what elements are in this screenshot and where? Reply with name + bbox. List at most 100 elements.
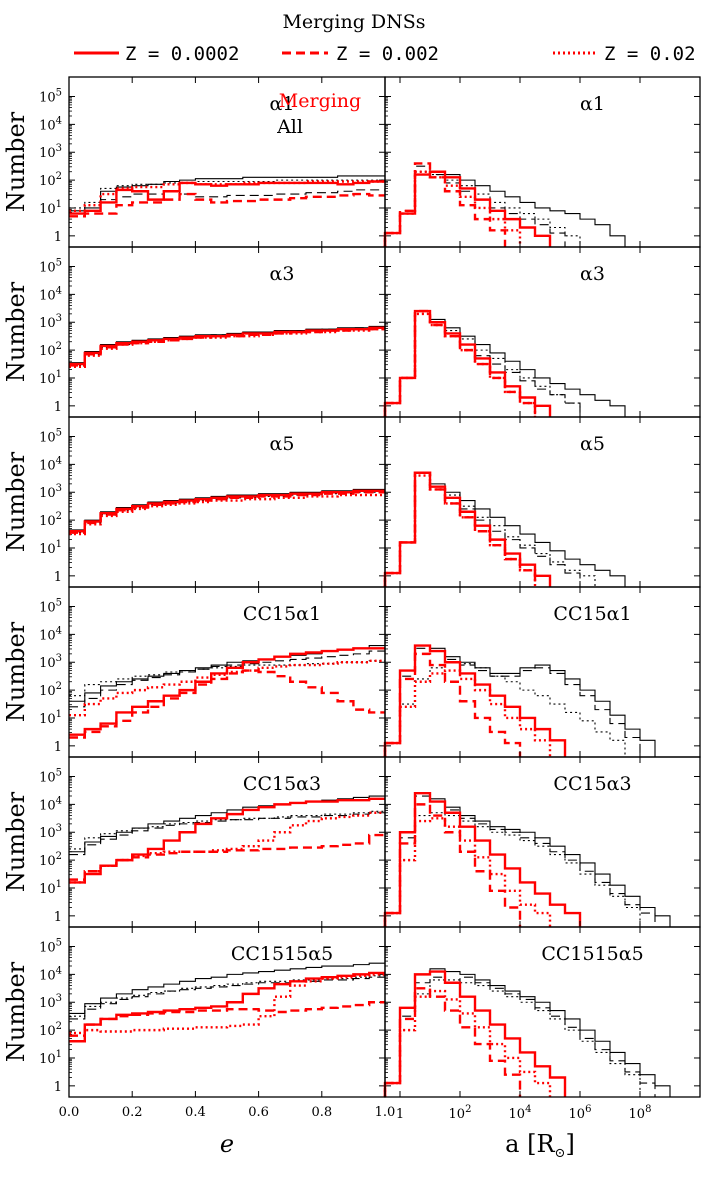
e-hist-all-solid xyxy=(69,795,385,853)
y-axis-label: Number xyxy=(2,111,30,212)
left-panel-frame xyxy=(68,926,386,1098)
y-tick-label: 104 xyxy=(39,285,62,303)
a-hist-all-dashed xyxy=(384,647,641,757)
panel-row-1 xyxy=(68,76,701,248)
y-tick-label: 105 xyxy=(39,258,62,276)
y-tick-label: 1 xyxy=(54,910,62,925)
panel-row-4 xyxy=(68,586,701,758)
annotation-merging: Merging xyxy=(279,90,361,112)
a-hist-merging-solid xyxy=(383,170,552,247)
y-tick-label: 101 xyxy=(39,879,62,897)
y-tick-label: 104 xyxy=(39,795,62,813)
a-hist-merging-dotted xyxy=(383,170,522,247)
annotation-all: All xyxy=(276,116,303,138)
panel-row-2 xyxy=(68,246,701,418)
legend-label-solid: Z = 0.0002 xyxy=(125,43,239,65)
a-hist-merging-solid xyxy=(383,309,552,417)
y-tick-label: 105 xyxy=(39,598,62,616)
e-hist-all-dashed xyxy=(69,650,385,708)
panel-row-3 xyxy=(68,416,701,588)
panel-title-right: CC15α3 xyxy=(553,773,631,795)
a-hist-merging-dotted xyxy=(383,669,552,757)
y-tick-label: 101 xyxy=(39,199,62,217)
panel-title-left: CC15α1 xyxy=(243,603,321,625)
y-tick-label: 103 xyxy=(39,313,62,331)
panel-title-left: α5 xyxy=(270,433,295,455)
e-hist-merging-dotted xyxy=(69,493,385,536)
right-panel-frame xyxy=(384,246,701,418)
y-tick-label: 1 xyxy=(54,230,62,245)
x-tick-label-e: 1.0 xyxy=(375,1105,396,1120)
a-hist-merging-dashed xyxy=(383,803,522,927)
e-hist-merging-dashed xyxy=(69,669,385,739)
panel-title-left: CC15α3 xyxy=(243,773,321,795)
a-hist-all-dashed xyxy=(384,976,656,1097)
y-axis-label: Number xyxy=(2,961,30,1062)
a-hist-all-solid xyxy=(384,644,656,757)
panel-title-left: α3 xyxy=(270,263,295,285)
x-tick-label-e: 0.0 xyxy=(59,1105,80,1120)
a-hist-all-dotted xyxy=(384,661,626,757)
y-tick-label: 103 xyxy=(39,823,62,841)
y-tick-label: 102 xyxy=(39,341,62,359)
y-axis-label: Number xyxy=(2,621,30,722)
e-hist-merging-dotted xyxy=(69,811,385,884)
right-panel-frame xyxy=(384,756,701,928)
panel-title-left: CC1515α5 xyxy=(231,943,333,965)
right-panel-frame xyxy=(384,76,701,248)
y-tick-label: 103 xyxy=(39,143,62,161)
panel-title-right: α1 xyxy=(580,93,605,115)
e-hist-merging-dotted xyxy=(69,328,385,369)
y-tick-label: 103 xyxy=(39,483,62,501)
a-hist-merging-dashed xyxy=(383,471,537,587)
left-panel-frame xyxy=(68,756,386,928)
x-tick-label-a: 104 xyxy=(509,1104,532,1122)
x-tick-label-e: 0.6 xyxy=(248,1105,269,1120)
y-tick-label: 102 xyxy=(39,511,62,529)
x-axis-label-e: e xyxy=(220,1130,234,1158)
a-hist-merging-dotted xyxy=(383,817,552,927)
panel-title-right: CC15α1 xyxy=(553,603,631,625)
left-panel-frame xyxy=(68,246,386,418)
y-tick-label: 1 xyxy=(54,740,62,755)
panel-row-6 xyxy=(68,926,701,1098)
panel-title-left: α1 xyxy=(270,93,295,115)
right-panel-frame xyxy=(384,926,701,1098)
e-hist-merging-solid xyxy=(69,797,385,884)
e-hist-merging-solid xyxy=(69,647,385,736)
right-panel-frame xyxy=(384,586,701,758)
y-axis-label: Number xyxy=(2,281,30,382)
a-hist-all-solid xyxy=(384,968,671,1097)
figure-title: Merging DNSs xyxy=(282,11,425,33)
y-tick-label: 105 xyxy=(39,88,62,106)
e-hist-all-solid xyxy=(69,962,385,1014)
y-tick-label: 102 xyxy=(39,851,62,869)
e-hist-merging-solid xyxy=(69,180,385,215)
e-hist-merging-dotted xyxy=(69,973,385,1035)
a-hist-merging-dashed xyxy=(383,309,537,417)
y-tick-label: 102 xyxy=(39,681,62,699)
panel-title-right: α3 xyxy=(580,263,605,285)
y-tick-label: 104 xyxy=(39,625,62,643)
a-hist-merging-dotted xyxy=(383,312,537,417)
y-tick-label: 103 xyxy=(39,993,62,1011)
x-axis-label-a: a [R⊙] xyxy=(505,1130,575,1161)
y-tick-label: 102 xyxy=(39,171,62,189)
y-tick-label: 1 xyxy=(54,400,62,415)
y-tick-label: 101 xyxy=(39,369,62,387)
a-hist-merging-dashed xyxy=(383,162,507,247)
e-hist-merging-dashed xyxy=(69,192,385,218)
a-hist-all-solid xyxy=(384,310,626,417)
y-axis-label: Number xyxy=(2,451,30,552)
x-tick-label-e: 0.8 xyxy=(311,1105,332,1120)
e-hist-merging-dotted xyxy=(69,659,385,717)
x-tick-label-e: 0.4 xyxy=(185,1105,206,1120)
e-hist-merging-solid xyxy=(69,971,385,1043)
x-tick-label-a: 106 xyxy=(569,1104,592,1122)
a-hist-merging-dashed xyxy=(383,652,522,757)
y-tick-label: 105 xyxy=(39,938,62,956)
a-hist-all-dotted xyxy=(384,171,581,247)
y-tick-label: 103 xyxy=(39,653,62,671)
panel-title-right: α5 xyxy=(580,433,605,455)
a-hist-merging-dashed xyxy=(383,987,522,1097)
